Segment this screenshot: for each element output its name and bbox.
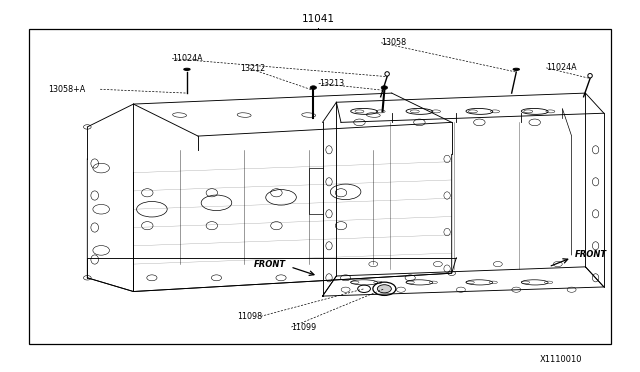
Text: 13212: 13212	[241, 64, 266, 73]
Text: 13058: 13058	[381, 38, 406, 47]
Ellipse shape	[513, 68, 520, 70]
Bar	[29, 29, 611, 344]
Text: FRONT: FRONT	[574, 250, 607, 259]
Text: 13213: 13213	[319, 79, 344, 88]
Text: 11098: 11098	[237, 312, 262, 321]
Text: FRONT: FRONT	[253, 260, 285, 269]
Ellipse shape	[184, 68, 190, 70]
Text: 13058+A: 13058+A	[48, 85, 85, 94]
Circle shape	[381, 86, 388, 89]
Circle shape	[378, 285, 392, 293]
Text: 11099: 11099	[291, 323, 317, 331]
Text: 11041: 11041	[301, 14, 335, 24]
Text: X1110010: X1110010	[540, 355, 582, 364]
Circle shape	[310, 86, 317, 89]
Text: 11024A: 11024A	[172, 54, 203, 63]
Text: 11024A: 11024A	[546, 63, 577, 72]
